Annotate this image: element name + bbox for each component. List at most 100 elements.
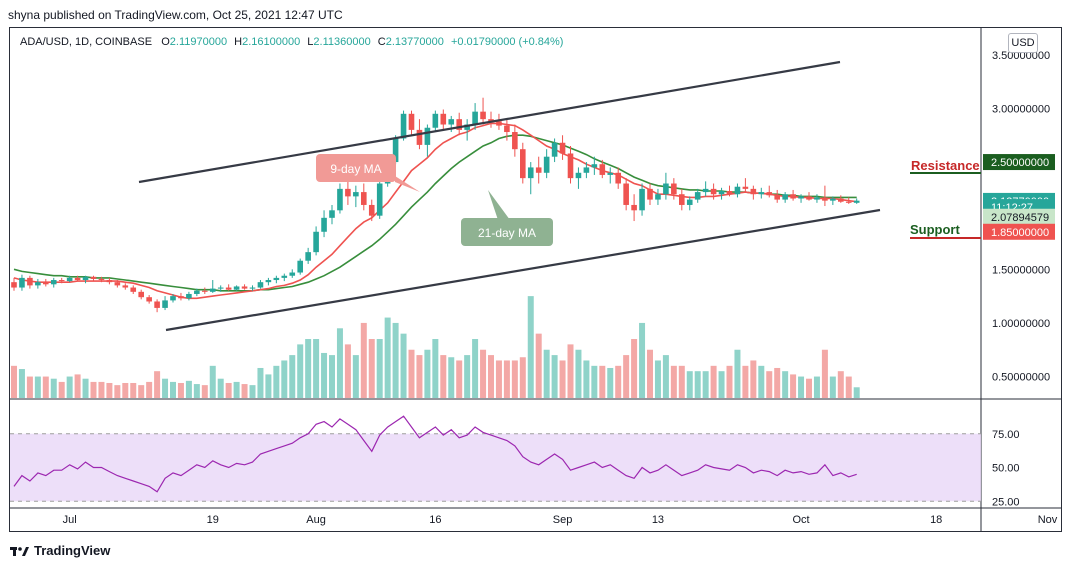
volume-bar (742, 365, 749, 398)
candle-body (814, 197, 820, 200)
candle-body (726, 191, 733, 195)
volume-bar (130, 382, 137, 398)
volume-bar (82, 378, 89, 398)
volume-bar (448, 357, 455, 398)
candle-body (19, 277, 25, 288)
candle-body (66, 277, 73, 282)
candle-body (464, 124, 470, 130)
volume-bar (750, 360, 757, 398)
footer-brand[interactable]: TradingView (10, 543, 110, 558)
volume-bar (329, 355, 335, 398)
candle-body (35, 282, 41, 286)
time-tick-label: Oct (792, 514, 809, 526)
candle-body (575, 172, 582, 179)
candle-body (694, 192, 701, 200)
candle-body (170, 296, 176, 301)
close-value: 2.13770000 (385, 36, 444, 48)
candle-body (408, 113, 415, 130)
volume-bar (845, 376, 852, 398)
volume-bar (26, 376, 33, 398)
volume-bar (376, 339, 383, 398)
volume-bar (639, 322, 646, 398)
volume-bar (432, 339, 439, 398)
candle-body (742, 186, 749, 189)
candle-body (838, 198, 844, 202)
volume-bar (631, 339, 638, 398)
candle-body (488, 119, 494, 122)
ma9-label: 9-day MA (330, 162, 381, 176)
candle-body (178, 296, 184, 299)
candle-body (591, 164, 598, 168)
rsi-band (10, 433, 981, 502)
candle-body (82, 276, 89, 281)
candle-body (361, 192, 367, 205)
candle-body (496, 121, 502, 126)
currency-button[interactable]: USD (1008, 33, 1038, 53)
candle-body (154, 301, 160, 308)
volume-bar (615, 365, 622, 398)
candle-body (734, 186, 741, 195)
volume-bar (289, 355, 296, 398)
rsi-tick-label: 75.00 (992, 429, 1020, 441)
price-tick-label: 0.50000000 (992, 372, 1050, 384)
candle-body (639, 188, 645, 211)
candle-body (106, 280, 113, 283)
candle-body (790, 194, 796, 199)
candle-body (241, 286, 248, 289)
candle-body (758, 192, 765, 195)
volume-bar (495, 360, 502, 398)
volume-bar (710, 365, 717, 398)
candle-body (718, 191, 725, 195)
volume-bar (527, 296, 534, 398)
candle-body (329, 210, 335, 218)
volume-bar (201, 385, 208, 398)
high-value: 2.16100000 (242, 36, 301, 48)
price-tick-label: 3.00000000 (992, 103, 1050, 115)
candle-body (162, 300, 168, 308)
candle-body (265, 280, 272, 283)
candle-body (774, 195, 780, 200)
volume-bar (122, 382, 129, 398)
candle-body (249, 287, 256, 289)
ma21-callout: 21-day MA (461, 190, 553, 246)
candle-body (623, 183, 629, 205)
candle-body (58, 280, 65, 282)
candle-body (830, 198, 836, 201)
low-value: 2.11360000 (313, 36, 371, 48)
candle-body (615, 172, 621, 184)
volume-bar (662, 355, 669, 398)
volume-bar (424, 349, 431, 398)
candle-body (337, 188, 343, 211)
volume-bar (114, 385, 121, 398)
price-badge-label: 2.50000000 (991, 157, 1049, 169)
volume-bar (726, 365, 733, 398)
candle-body (567, 153, 574, 179)
candle-body (122, 285, 129, 288)
volume-bar (360, 322, 367, 398)
volume-bar (718, 371, 725, 398)
ma21-label: 21-day MA (478, 226, 536, 240)
volume-bar (758, 365, 765, 398)
candle-body (138, 291, 144, 298)
candle-body (114, 282, 121, 286)
candle-body (345, 188, 351, 197)
candle-body (257, 282, 264, 288)
volume-bar (464, 355, 471, 398)
open-value: 2.11970000 (169, 36, 228, 48)
open-label: O (161, 36, 170, 48)
candle-body (504, 125, 510, 133)
rsi-series (13, 415, 857, 493)
volume-bar (11, 365, 17, 398)
rsi-axis: 75.00 50.00 25.00 (992, 429, 1020, 509)
volume-bar (352, 355, 359, 398)
symbol-label: ADA/USD, 1D, COINBASE (20, 36, 153, 48)
ma9-line (13, 122, 857, 300)
candle-body (130, 287, 137, 292)
rsi-line (13, 415, 857, 493)
volume-bar (551, 355, 558, 398)
volume-bar (790, 374, 797, 398)
volume-bar (774, 367, 781, 398)
volume-bar (344, 344, 351, 398)
candle-body (313, 231, 319, 253)
